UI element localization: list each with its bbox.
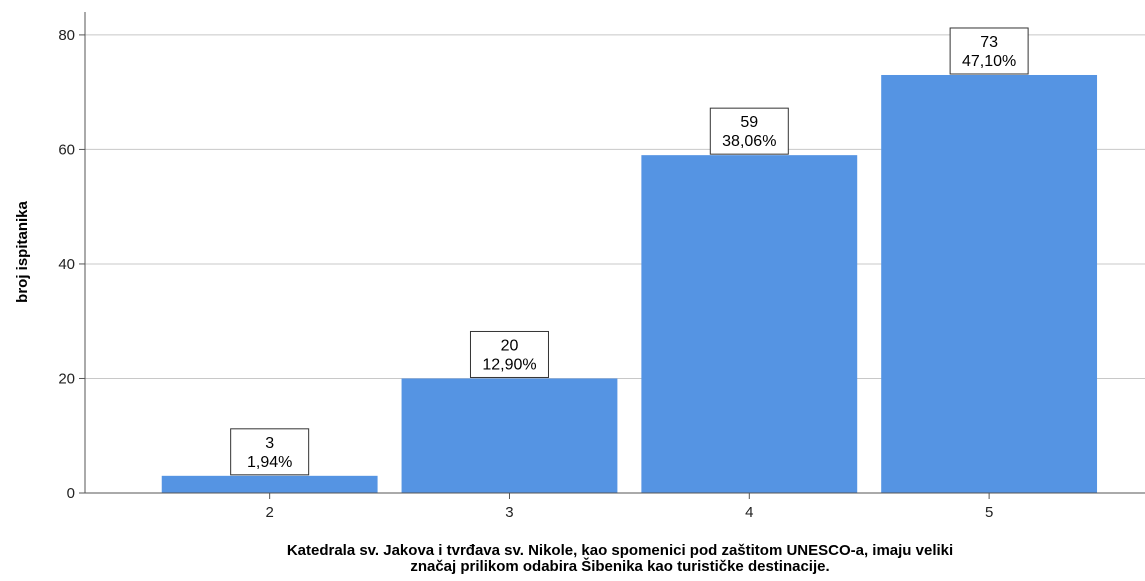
y-tick-label: 60 — [58, 141, 75, 158]
x-tick-label: 2 — [265, 504, 273, 521]
data-label-count: 59 — [740, 114, 758, 131]
data-label-percent: 1,94% — [247, 454, 292, 471]
bar — [162, 476, 378, 493]
x-tick-label: 5 — [985, 504, 993, 521]
bar — [402, 378, 618, 493]
data-label-percent: 47,10% — [962, 53, 1016, 70]
data-label-percent: 12,90% — [482, 356, 536, 373]
data-label-count: 3 — [265, 435, 274, 452]
y-tick-label: 20 — [58, 370, 75, 387]
x-tick-label: 4 — [745, 504, 753, 521]
y-tick-label: 80 — [58, 27, 75, 44]
bar — [641, 155, 857, 493]
x-tick-labels: 2 3 4 5 — [265, 493, 993, 521]
x-axis-title-line-2: značaj prilikom odabira Šibenika kao tur… — [410, 557, 829, 575]
y-axis-title: broj ispitanika — [14, 201, 31, 303]
y-tick-label: 40 — [58, 256, 75, 273]
data-label-percent: 38,06% — [722, 133, 776, 150]
x-tick-label: 3 — [505, 504, 513, 521]
y-tick-label: 0 — [67, 485, 75, 502]
bar — [881, 75, 1097, 493]
y-tick-labels: 0 20 40 60 80 — [58, 27, 85, 502]
data-label-count: 73 — [980, 34, 998, 51]
x-axis-title-line-1: Katedrala sv. Jakova i tvrđava sv. Nikol… — [287, 542, 953, 559]
data-label-count: 20 — [501, 337, 519, 354]
